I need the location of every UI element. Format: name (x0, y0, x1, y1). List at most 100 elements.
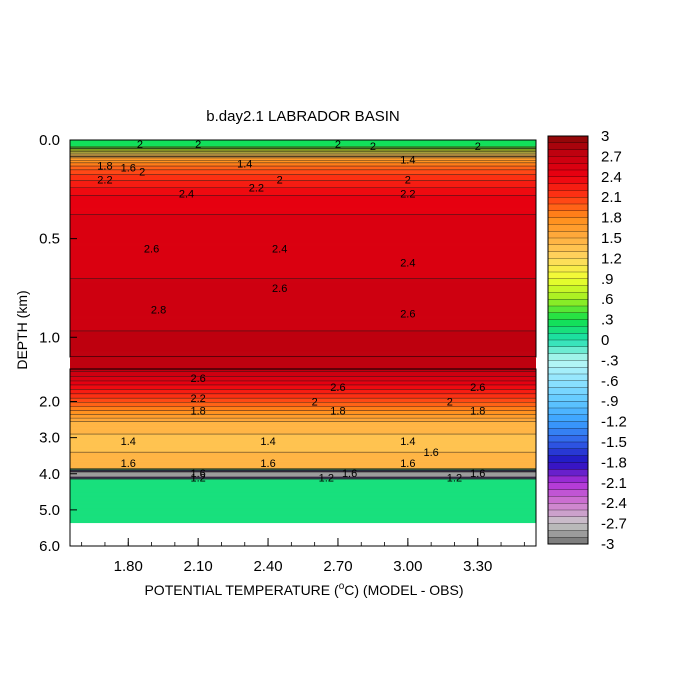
contour-label: 2.2 (400, 188, 415, 200)
depth-band (70, 393, 536, 396)
contour-label: 2.6 (272, 283, 287, 295)
depth-band (70, 196, 536, 198)
depth-band (70, 428, 536, 430)
depth-band (70, 237, 536, 240)
depth-band (70, 389, 536, 392)
depth-band (70, 249, 536, 251)
depth-band (70, 140, 536, 143)
depth-band (70, 190, 536, 192)
depth-band (70, 447, 536, 449)
depth-band (70, 170, 536, 172)
depth-band (70, 518, 536, 520)
depth-band (70, 492, 536, 494)
depth-band (70, 192, 536, 194)
depth-band (70, 301, 536, 304)
depth-band (70, 177, 536, 179)
colorbar-cell (547, 537, 589, 545)
depth-band (70, 327, 536, 329)
depth-band (70, 299, 536, 302)
y-tick-label: 4.0 (39, 466, 60, 483)
lower-panel-fill (70, 357, 536, 524)
contour-label: 1.6 (470, 468, 485, 480)
contour-label: 2.6 (144, 244, 159, 256)
depth-band (70, 402, 536, 404)
contour-label: 1.6 (342, 468, 357, 480)
depth-band (70, 214, 536, 217)
depth-band (70, 281, 536, 283)
depth-band (70, 377, 536, 380)
depth-band (70, 506, 536, 508)
depth-band (70, 169, 536, 171)
depth-band (70, 419, 536, 421)
depth-band (70, 372, 536, 374)
depth-band (70, 423, 536, 425)
depth-band (70, 234, 536, 237)
depth-band (70, 168, 536, 170)
depth-band (70, 173, 536, 175)
depth-band (70, 197, 536, 199)
y-tick-label: 3.0 (39, 430, 60, 447)
depth-band (70, 222, 536, 225)
depth-band (70, 439, 536, 442)
depth-band (70, 198, 536, 200)
depth-band (70, 295, 536, 298)
depth-band (70, 166, 536, 169)
depth-band (70, 332, 536, 334)
y-axis-label: DEPTH (km) (14, 290, 30, 369)
colorbar-label: 2.1 (601, 189, 622, 206)
depth-band (70, 314, 536, 316)
depth-band (70, 407, 536, 409)
depth-band (70, 456, 536, 458)
y-tick-label: 0.0 (39, 132, 60, 149)
depth-band (70, 474, 536, 476)
depth-band (70, 490, 536, 492)
colorbar-cell (547, 462, 589, 470)
depth-band (70, 500, 536, 503)
depth-band (70, 174, 536, 176)
depth-band (70, 273, 536, 275)
depth-band (70, 242, 536, 244)
depth-band (70, 224, 536, 227)
colorbar-cell (547, 169, 589, 178)
depth-band (70, 370, 536, 372)
contour-label: 1.8 (97, 161, 112, 173)
colorbar-frame (547, 135, 589, 545)
depth-band (70, 333, 536, 335)
colorbar-cell (547, 224, 589, 232)
depth-band (70, 396, 536, 398)
depth-band (70, 320, 536, 322)
depth-band (70, 178, 536, 180)
colorbar-label: -.3 (601, 352, 619, 369)
colorbar-cell (547, 516, 589, 525)
depth-band (70, 286, 536, 289)
depth-band (70, 401, 536, 403)
colorbar-cell (547, 278, 589, 287)
depth-band (70, 256, 536, 258)
depth-band (70, 411, 536, 413)
colorbar-cell (547, 285, 589, 293)
depth-band (70, 349, 536, 351)
depth-band (70, 162, 536, 165)
depth-band (70, 379, 536, 381)
contour-label: 2 (139, 167, 145, 179)
depth-band (70, 276, 536, 278)
depth-band (70, 453, 536, 455)
contour-label: 1.6 (191, 468, 206, 480)
upper-panel-contours (70, 146, 536, 332)
depth-band (70, 311, 536, 314)
depth-band (70, 346, 536, 348)
depth-band (70, 422, 536, 425)
contour-label: 2.6 (191, 373, 206, 385)
depth-band (70, 434, 536, 437)
depth-band (70, 206, 536, 208)
colorbar-label: 2.4 (601, 169, 622, 186)
depth-band (70, 158, 536, 161)
depth-band (70, 210, 536, 212)
depth-band (70, 357, 536, 371)
depth-band (70, 480, 536, 482)
depth-band (70, 176, 536, 178)
depth-band (70, 202, 536, 204)
depth-band (70, 307, 536, 310)
depth-band (70, 500, 536, 502)
contour-label: 2 (475, 141, 481, 153)
